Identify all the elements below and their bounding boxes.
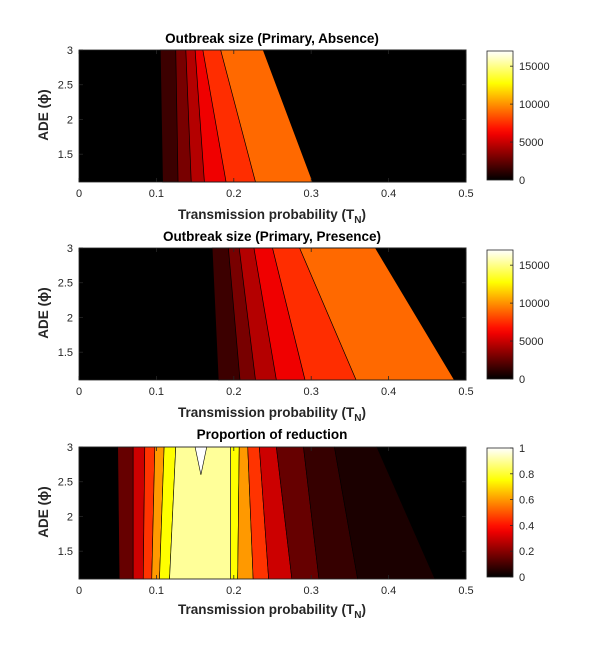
x-tick-label: 0.1 <box>149 585 164 597</box>
panel-1-xlabel: Transmission probability (TN) <box>178 207 366 226</box>
panel-3-plot-area <box>78 446 467 580</box>
y-tick-label: 3 <box>67 442 73 454</box>
panel-1-plot-area <box>78 49 467 183</box>
plot-frame <box>78 247 467 381</box>
colorbar-tick-label: 0 <box>519 374 525 386</box>
panel-2-plot-area <box>78 247 467 381</box>
x-tick-label: 0 <box>76 585 82 597</box>
colorbar-tick-label: 0 <box>519 572 525 584</box>
x-tick-label: 0.5 <box>458 188 473 200</box>
contour-band <box>132 446 146 580</box>
colorbar-tick-label: 0.6 <box>519 495 534 507</box>
x-tick-label: 0 <box>76 188 82 200</box>
plot-frame <box>78 446 467 580</box>
colorbar-gradient <box>486 50 514 181</box>
panel-2-ylabel: ADE (ϕ) <box>36 287 51 338</box>
panel-3-ticks: 0 0.1 0.2 0.3 0.4 0.5 1.5 2 2.5 3 <box>58 442 474 597</box>
panel-3-colorbar: 0 0.2 0.4 0.6 0.8 1 <box>486 443 534 584</box>
y-tick-label: 2 <box>67 312 73 324</box>
y-tick-label: 2.5 <box>58 278 73 290</box>
y-tick-label: 3 <box>67 45 73 57</box>
y-tick-label: 2 <box>67 114 73 126</box>
colorbar-tick-label: 15000 <box>519 260 550 272</box>
x-tick-label: 0.4 <box>381 188 396 200</box>
panel-2-colorbar: 0 5000 10000 15000 <box>486 249 550 386</box>
x-tick-label: 0.3 <box>304 386 319 398</box>
y-tick-label: 3 <box>67 243 73 255</box>
x-tick-label: 0.2 <box>226 585 241 597</box>
panel-1-ticks: 0 0.1 0.2 0.3 0.4 0.5 1.5 2 2.5 3 <box>58 45 474 200</box>
panel-2-title: Outbreak size (Primary, Presence) <box>163 229 381 244</box>
panel-2-xlabel: Transmission probability (TN) <box>178 405 366 424</box>
colorbar-tick-label: 5000 <box>519 336 543 348</box>
colorbar-tick-label: 5000 <box>519 137 543 149</box>
colorbar-gradient <box>486 249 514 380</box>
panel-3-ylabel: ADE (ϕ) <box>36 486 51 537</box>
colorbar-gradient <box>486 447 514 578</box>
panel-2: Outbreak size (Primary, Presence) 0 0.1 0.… <box>36 229 550 424</box>
panel-1-colorbar: 0 5000 10000 15000 <box>486 50 550 187</box>
colorbar-tick-label: 15000 <box>519 61 550 73</box>
y-tick-label: 2.5 <box>58 477 73 489</box>
plot-frame <box>78 49 467 183</box>
panel-2-ticks: 0 0.1 0.2 0.3 0.4 0.5 1.5 2 2.5 3 <box>58 243 474 398</box>
y-tick-label: 1.5 <box>58 347 73 359</box>
panel-3-title: Proportion of reduction <box>197 427 348 442</box>
x-tick-label: 0.1 <box>149 188 164 200</box>
colorbar-tick-label: 10000 <box>519 298 550 310</box>
y-tick-label: 2.5 <box>58 80 73 92</box>
x-tick-label: 0.3 <box>304 585 319 597</box>
panel-3: Proportion of reduction 0 0.1 0.2 0.3 0.4 0.5… <box>36 427 534 621</box>
panel-1: Outbreak size (Primary, Absence) 0 0.1 0.2… <box>36 31 550 226</box>
x-tick-label: 0.4 <box>381 386 396 398</box>
x-tick-label: 0 <box>76 386 82 398</box>
contour-band <box>78 446 120 580</box>
panel-1-ylabel: ADE (ϕ) <box>36 89 51 140</box>
y-tick-label: 2 <box>67 511 73 523</box>
colorbar-tick-label: 0.2 <box>519 546 534 558</box>
panel-3-xlabel: Transmission probability (TN) <box>178 602 366 621</box>
panel-1-title: Outbreak size (Primary, Absence) <box>165 31 379 46</box>
y-tick-label: 1.5 <box>58 546 73 558</box>
y-tick-label: 1.5 <box>58 149 73 161</box>
colorbar-tick-label: 0.8 <box>519 469 534 481</box>
x-tick-label: 0.3 <box>304 188 319 200</box>
x-tick-label: 0.1 <box>149 386 164 398</box>
colorbar-tick-label: 10000 <box>519 99 550 111</box>
x-tick-label: 0.2 <box>226 386 241 398</box>
x-tick-label: 0.4 <box>381 585 396 597</box>
contour-band <box>117 446 134 580</box>
colorbar-tick-label: 0.4 <box>519 520 534 532</box>
x-tick-label: 0.2 <box>226 188 241 200</box>
colorbar-tick-label: 1 <box>519 443 525 455</box>
x-tick-label: 0.5 <box>458 386 473 398</box>
colorbar-tick-label: 0 <box>519 175 525 187</box>
x-tick-label: 0.5 <box>458 585 473 597</box>
